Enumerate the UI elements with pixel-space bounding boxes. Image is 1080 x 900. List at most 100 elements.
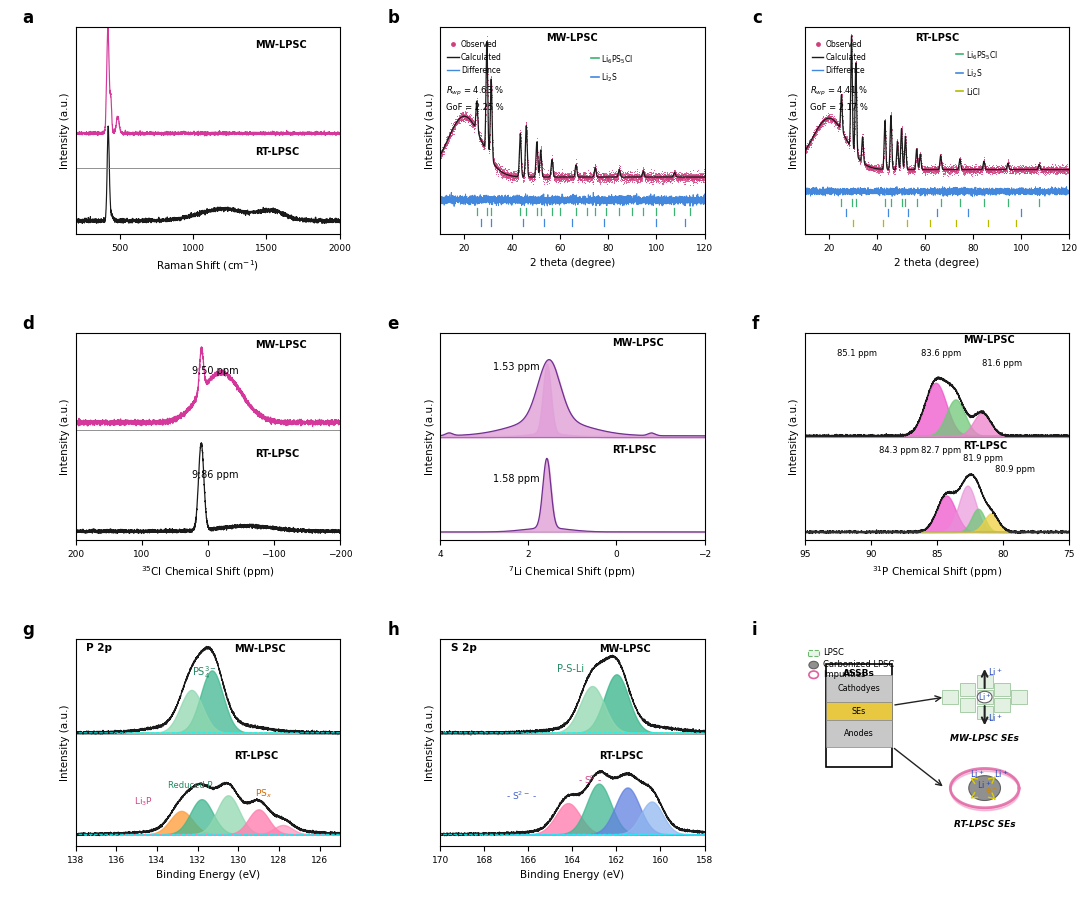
Text: Li$_6$PS$_5$Cl: Li$_6$PS$_5$Cl [967,49,998,61]
Y-axis label: Intensity (a.u.): Intensity (a.u.) [789,398,799,475]
Text: Li$^+$: Li$^+$ [977,779,991,791]
Bar [826,675,892,702]
Text: - S$^{2-}$ -: - S$^{2-}$ - [507,790,538,803]
Text: Li$_2$S: Li$_2$S [602,72,618,85]
Text: RT-LPSC: RT-LPSC [255,148,299,157]
Text: MW-LPSC: MW-LPSC [255,339,307,349]
Text: MW-LPSC: MW-LPSC [255,40,307,50]
Text: b: b [388,9,400,27]
Text: 80.9 ppm: 80.9 ppm [995,464,1036,473]
Bar [826,664,892,768]
Text: MW-LPSC: MW-LPSC [598,644,650,653]
Text: 9.50 ppm: 9.50 ppm [192,366,239,376]
Bar [826,702,892,720]
Text: RT-LPSC: RT-LPSC [915,33,959,43]
Text: 9.86 ppm: 9.86 ppm [192,470,239,480]
Y-axis label: Intensity (a.u.): Intensity (a.u.) [60,705,70,781]
Text: Li$^+$: Li$^+$ [970,768,985,779]
Text: GoF = 2.25 %: GoF = 2.25 % [446,103,503,112]
Text: P-S-Li: P-S-Li [556,664,583,674]
Text: LiCl: LiCl [967,88,981,97]
Bar [976,690,993,704]
Bar [959,698,975,712]
Text: MW-LPSC: MW-LPSC [234,644,286,653]
Text: Li$_2$S: Li$_2$S [967,68,983,80]
Bar [826,720,892,747]
Text: LPSC: LPSC [823,647,845,656]
Text: c: c [752,9,762,27]
Text: g: g [23,621,35,639]
Text: Li$_3$P: Li$_3$P [134,796,152,808]
Text: Anodes: Anodes [845,729,874,738]
Text: Li$^+$: Li$^+$ [994,768,1009,779]
Text: Reduced P: Reduced P [168,781,213,790]
X-axis label: Binding Energy (eV): Binding Energy (eV) [521,870,624,880]
Y-axis label: Intensity (a.u.): Intensity (a.u.) [60,398,70,475]
Text: - S$^0$ -: - S$^0$ - [578,774,602,786]
Text: h: h [388,621,400,639]
Text: e: e [388,315,399,333]
Text: RT-LPSC: RT-LPSC [234,752,279,761]
Text: e$^-$: e$^-$ [985,787,997,796]
Legend: Observed, Calculated, Difference: Observed, Calculated, Difference [809,37,869,77]
Bar [943,690,958,704]
Text: 84.3 ppm: 84.3 ppm [879,446,919,455]
Y-axis label: Intensity (a.u.): Intensity (a.u.) [789,92,799,168]
Text: RT-LPSC: RT-LPSC [255,449,299,459]
X-axis label: $^{35}$Cl Chemical Shift (ppm): $^{35}$Cl Chemical Shift (ppm) [140,564,274,580]
Text: RT-LPSC: RT-LPSC [598,752,643,761]
Bar [976,706,993,719]
X-axis label: 2 theta (degree): 2 theta (degree) [894,258,980,268]
Text: RT-LPSC: RT-LPSC [612,445,657,455]
Text: i: i [752,621,758,639]
Text: ASSBs: ASSBs [843,670,875,679]
Text: Li$^+$: Li$^+$ [988,667,1002,679]
Text: MW-LPSC: MW-LPSC [612,338,664,347]
Text: 1.53 ppm: 1.53 ppm [494,363,540,373]
Legend: Observed, Calculated, Difference: Observed, Calculated, Difference [444,37,504,77]
Text: $R_{wp}$ = 4.63 %: $R_{wp}$ = 4.63 % [446,85,503,98]
Text: MW-LPSC: MW-LPSC [963,336,1015,346]
Bar [959,682,975,696]
Y-axis label: Intensity (a.u.): Intensity (a.u.) [424,92,435,168]
Text: Li$_6$PS$_5$Cl: Li$_6$PS$_5$Cl [602,53,634,66]
X-axis label: Binding Energy (eV): Binding Energy (eV) [156,870,260,880]
Text: P 2p: P 2p [86,644,112,653]
Text: MW-LPSC: MW-LPSC [546,33,598,43]
X-axis label: $^{7}$Li Chemical Shift (ppm): $^{7}$Li Chemical Shift (ppm) [509,564,636,580]
Text: a: a [23,9,33,27]
Text: 83.6 ppm: 83.6 ppm [921,349,961,358]
Text: 81.6 ppm: 81.6 ppm [982,359,1022,368]
Text: PS$_x$: PS$_x$ [255,788,272,800]
Text: 85.1 ppm: 85.1 ppm [837,349,877,358]
Text: 1.58 ppm: 1.58 ppm [494,474,540,484]
Bar [994,698,1010,712]
X-axis label: $^{31}$P Chemical Shift (ppm): $^{31}$P Chemical Shift (ppm) [872,564,1002,580]
Text: Cathodyes: Cathodyes [838,684,880,693]
Bar [1011,690,1027,704]
Bar [994,682,1010,696]
Text: Li$^+$: Li$^+$ [988,712,1002,724]
Bar [976,675,993,688]
Text: 82.7 ppm: 82.7 ppm [921,446,961,455]
Y-axis label: Intensity (a.u.): Intensity (a.u.) [60,92,70,168]
Y-axis label: Intensity (a.u.): Intensity (a.u.) [424,705,435,781]
X-axis label: 2 theta (degree): 2 theta (degree) [530,258,615,268]
Text: d: d [23,315,35,333]
Y-axis label: Intensity (a.u.): Intensity (a.u.) [424,398,435,475]
Bar [808,650,820,656]
Text: PS$_4^{3-}$: PS$_4^{3-}$ [192,664,217,681]
X-axis label: Raman Shift (cm$^{-1}$): Raman Shift (cm$^{-1}$) [157,258,259,273]
Text: MW-LPSC SEs: MW-LPSC SEs [950,734,1020,742]
Circle shape [977,691,993,703]
Text: S 2p: S 2p [450,644,476,653]
Text: 81.9 ppm: 81.9 ppm [963,454,1003,464]
Text: Carbonized LPSC: Carbonized LPSC [823,660,894,669]
Text: GoF = 2.17 %: GoF = 2.17 % [810,103,868,112]
Text: f: f [752,315,759,333]
Text: SEs: SEs [852,706,866,716]
Circle shape [809,662,819,669]
Text: RT-LPSC SEs: RT-LPSC SEs [954,821,1015,830]
Text: Li$^+$: Li$^+$ [977,691,991,703]
Text: Impurities: Impurities [823,670,866,680]
